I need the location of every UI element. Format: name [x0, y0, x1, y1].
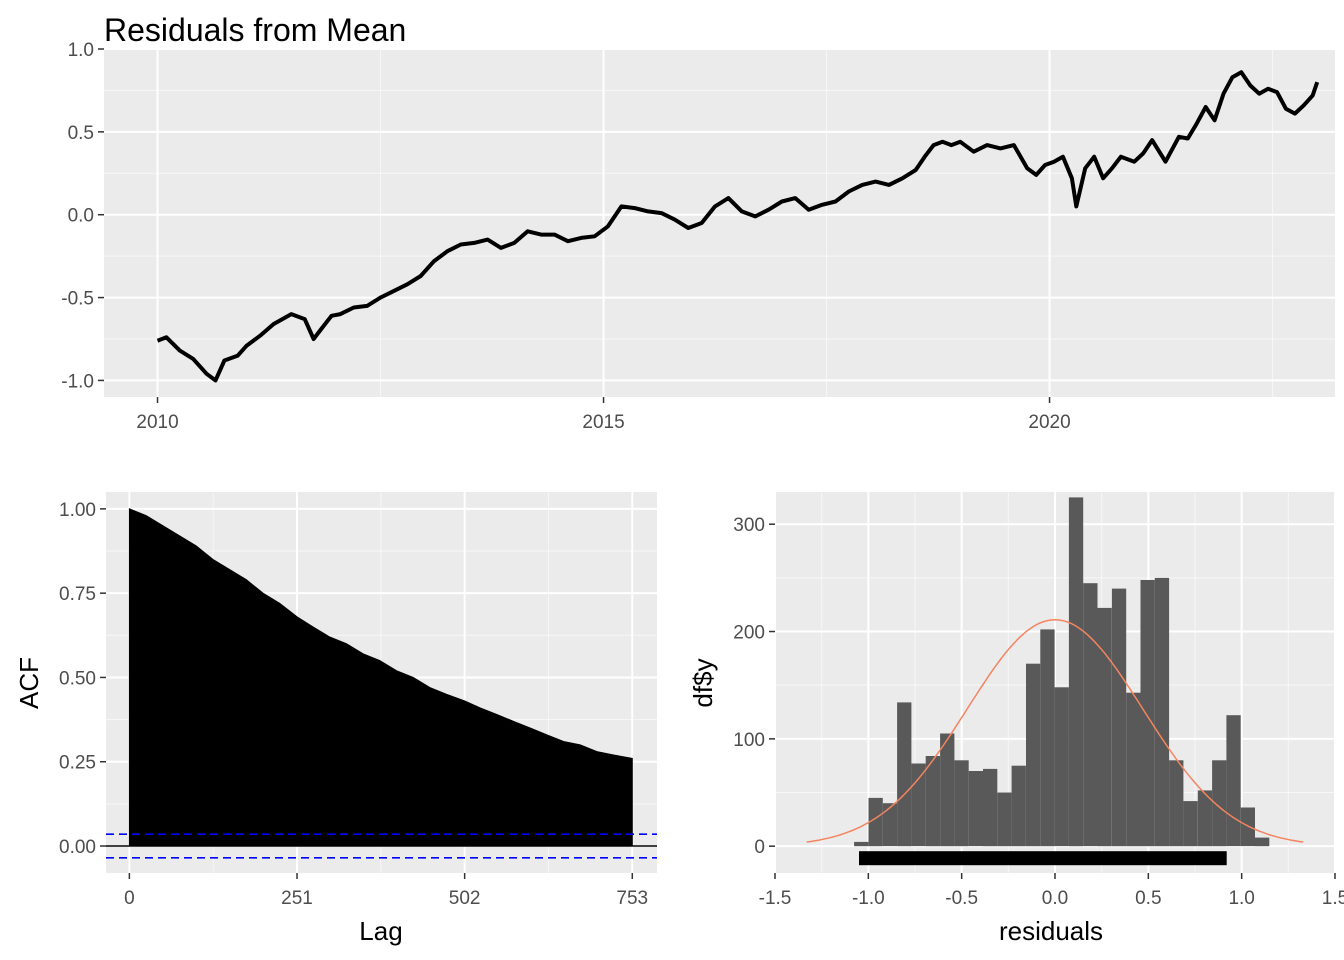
histogram-panel: 0 100 200 300 -1.5 -1.0 -0.5 0.0 0.5 1.0 1.5 resi…: [688, 492, 1344, 946]
residuals-chart-title: Residuals from Mean: [104, 12, 406, 48]
histogram-bar: [1154, 577, 1170, 847]
normal-density-curve: [806, 618, 1304, 843]
histogram-y-axis-title: df$y: [688, 658, 718, 707]
histogram-bar: [868, 797, 883, 847]
histogram-bar: [911, 763, 926, 847]
y-tick-label: 0: [754, 837, 765, 858]
y-tick-label: 0.00: [59, 837, 96, 858]
x-tick-label: 502: [449, 888, 481, 909]
histogram-bars: [854, 497, 1270, 847]
x-tick-label: -0.5: [945, 888, 978, 909]
histogram-bar: [983, 768, 998, 847]
histogram-bar: [997, 792, 1012, 847]
histogram-bar: [1068, 497, 1084, 847]
acf-y-axis-title: ACF: [14, 657, 44, 709]
y-tick-label: 1.00: [59, 500, 96, 521]
histogram-bar: [882, 803, 898, 847]
histogram-bar: [1040, 629, 1055, 847]
histogram-bar: [940, 733, 955, 847]
x-tick-label: -1.0: [852, 888, 885, 909]
histogram-bar: [1212, 760, 1227, 847]
histogram-bar: [1140, 580, 1155, 847]
residuals-plot-area: [104, 49, 1335, 397]
histogram-bar: [1011, 765, 1026, 847]
acf-panel: 0.00 0.25 0.50 0.75 1.00 0 251 502 753 Lag ACF: [14, 492, 657, 946]
rug-marks: [859, 851, 1227, 866]
y-tick-label: 0.5: [68, 123, 94, 144]
x-tick-label: 1.0: [1228, 888, 1254, 909]
x-tick-label: 2020: [1028, 412, 1070, 433]
histogram-bar: [1111, 588, 1127, 847]
residuals-x-ticks: 2010 2015 2020: [136, 397, 1071, 433]
x-tick-label: 2015: [582, 412, 624, 433]
histogram-bar: [1197, 790, 1213, 847]
x-tick-label: 0: [124, 888, 135, 909]
y-tick-label: 100: [733, 730, 765, 751]
y-tick-label: 0.75: [59, 584, 96, 605]
histogram-y-ticks: 0 100 200 300: [733, 515, 775, 858]
histogram-bar: [1097, 607, 1112, 847]
residuals-y-ticks: -1.0 -0.5 0.0 0.5 1.0: [61, 40, 104, 392]
x-tick-label: 2010: [136, 412, 178, 433]
histogram-bar: [1255, 837, 1270, 847]
histogram-bar: [1240, 807, 1255, 847]
histogram-x-ticks: -1.5 -1.0 -0.5 0.0 0.5 1.0 1.5: [759, 873, 1344, 909]
x-tick-label: 0.5: [1135, 888, 1161, 909]
y-tick-label: 0.25: [59, 753, 96, 774]
y-tick-label: 0.0: [68, 206, 94, 227]
histogram-bar: [968, 771, 983, 847]
y-tick-label: 0.50: [59, 668, 96, 689]
histogram-bar: [1183, 801, 1198, 847]
residuals-series-line: [156, 70, 1320, 383]
acf-y-ticks: 0.00 0.25 0.50 0.75 1.00: [59, 500, 106, 858]
histogram-bar: [1226, 715, 1241, 847]
residuals-rug: [859, 851, 1227, 866]
x-tick-label: 0.0: [1042, 888, 1068, 909]
histogram-bar: [854, 841, 869, 847]
y-tick-label: 300: [733, 515, 765, 536]
histogram-bar: [1083, 583, 1098, 847]
histogram-bar: [1169, 760, 1184, 847]
acf-x-axis-title: Lag: [359, 916, 402, 946]
histogram-bar: [954, 760, 969, 847]
x-tick-label: 753: [616, 888, 648, 909]
x-tick-label: -1.5: [759, 888, 792, 909]
histogram-bar: [1026, 663, 1041, 847]
y-tick-label: -1.0: [61, 371, 94, 392]
x-tick-label: 251: [281, 888, 313, 909]
y-tick-label: -0.5: [61, 289, 94, 310]
y-tick-label: 1.0: [68, 40, 94, 61]
acf-x-ticks: 0 251 502 753: [124, 873, 648, 909]
histogram-bar: [1126, 692, 1141, 847]
y-tick-label: 200: [733, 623, 765, 644]
residuals-time-series-panel: Residuals from Mean -1.0 -0.5 0.0 0.5 1.0 20…: [61, 12, 1335, 433]
histogram-bar: [897, 702, 912, 847]
histogram-x-axis-title: residuals: [999, 916, 1103, 946]
histogram-bar: [925, 756, 940, 847]
histogram-bar: [1054, 687, 1069, 847]
acf-bars: [128, 508, 633, 847]
x-tick-label: 1.5: [1322, 888, 1344, 909]
